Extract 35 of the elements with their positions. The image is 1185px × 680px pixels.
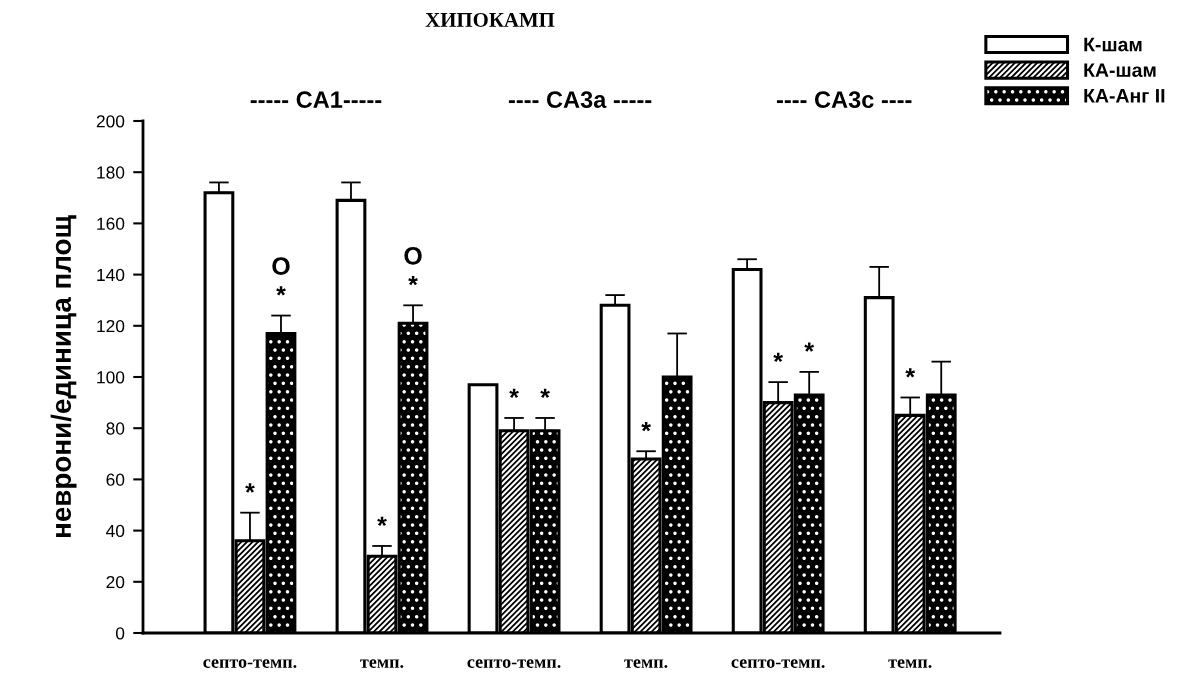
data-label: *	[540, 388, 550, 398]
y-tick-label: 20	[106, 575, 125, 589]
y-axis-title: неврони/единица площ	[50, 215, 77, 537]
y-tick-label: 0	[115, 627, 125, 640]
legend-label: КА-шам	[1084, 63, 1156, 78]
x-tick-label: септо-темп.	[467, 659, 561, 669]
data-label: *	[641, 421, 651, 432]
y-tick-label: 140	[97, 268, 125, 282]
data-label: *	[804, 342, 815, 352]
legend-label: КА-Анг II	[1084, 89, 1165, 103]
y-tick-label: 80	[106, 422, 125, 435]
x-tick-label: септо-темп.	[731, 659, 825, 669]
data-label: *	[245, 483, 255, 493]
data-label: *	[773, 352, 783, 363]
data-label: *	[905, 368, 916, 378]
x-tick-label: септо-темп.	[203, 659, 297, 669]
y-tick-label: 100	[97, 371, 125, 384]
y-tick-label: 120	[97, 319, 125, 333]
y-tick-label: 180	[97, 166, 125, 179]
x-tick-label: темп.	[888, 659, 932, 669]
text: ---- CA3a -----	[508, 91, 652, 109]
text: ---- CA3c ----	[776, 91, 912, 109]
text: ----- CA1-----	[250, 91, 382, 108]
data-label: O *	[272, 257, 290, 296]
legend-label: К-шам	[1084, 37, 1142, 52]
x-tick-label: темп.	[624, 659, 668, 669]
chart-title: ХИПОКАМП	[425, 12, 555, 27]
data-label: *	[377, 516, 387, 526]
y-tick-label: 160	[97, 217, 125, 230]
y-tick-label: 40	[106, 524, 125, 538]
y-tick-label: 200	[96, 115, 125, 128]
data-label: O *	[404, 246, 422, 286]
y-tick-label: 60	[106, 473, 125, 486]
x-tick-label: темп.	[360, 659, 404, 669]
data-label: *	[509, 388, 519, 398]
